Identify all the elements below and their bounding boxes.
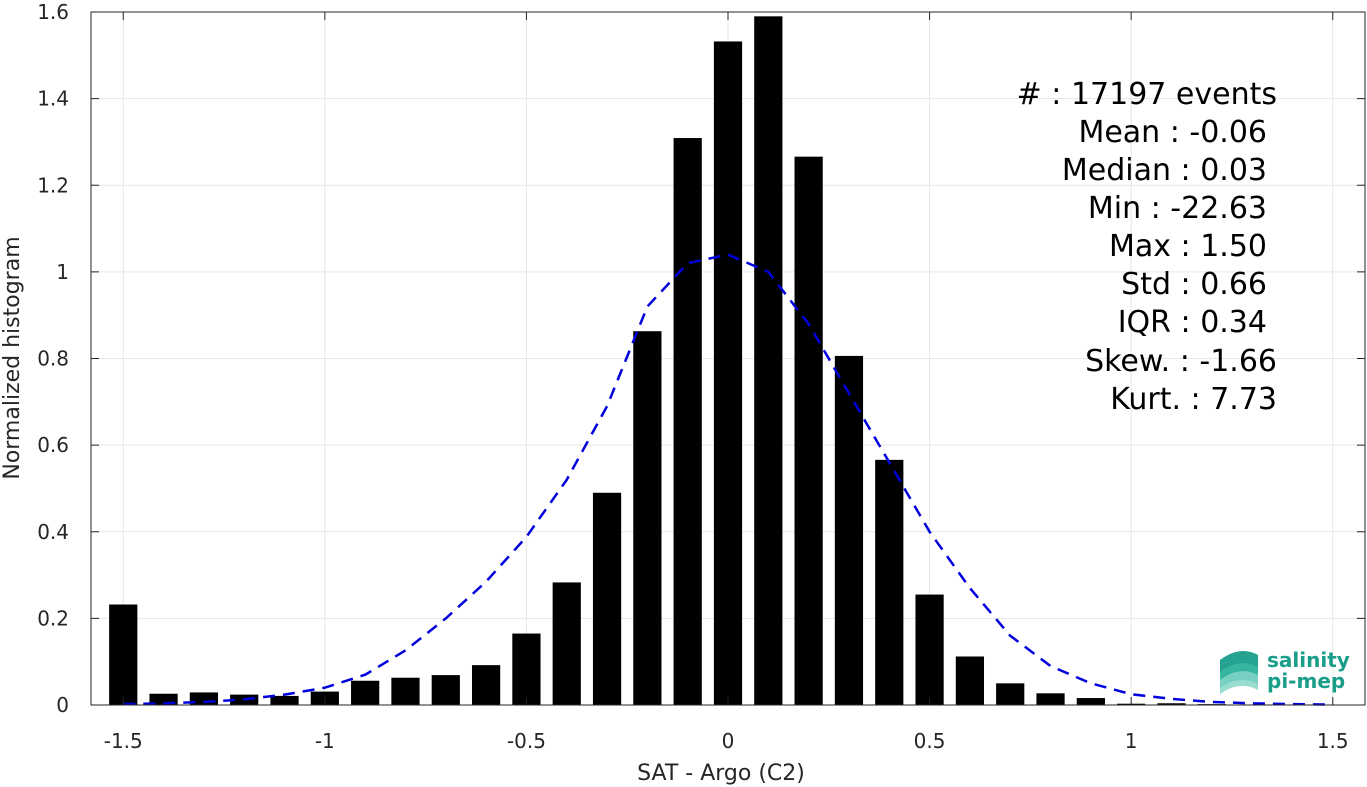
histogram-bar bbox=[834, 355, 864, 705]
stat-mean: Mean : -0.06 bbox=[1078, 115, 1267, 150]
histogram-bar bbox=[431, 675, 460, 705]
histogram-bar bbox=[955, 656, 985, 705]
histogram-bar bbox=[109, 604, 138, 705]
stats-block: # : 17197 events Mean : -0.06 Median : 0… bbox=[1017, 77, 1277, 417]
x-tick-label: 0 bbox=[722, 729, 735, 753]
y-tick-label: 1.6 bbox=[37, 0, 69, 24]
y-axis-label: Normalized histogram bbox=[0, 236, 25, 479]
histogram-bar bbox=[512, 633, 541, 705]
x-tick-label: 1 bbox=[1125, 729, 1138, 753]
x-tick-label: -0.5 bbox=[507, 729, 546, 753]
axis-ticks bbox=[91, 11, 1365, 706]
logo-text-salinity: salinity bbox=[1267, 648, 1350, 672]
stat-skew: Skew. : -1.66 bbox=[1085, 344, 1277, 379]
histogram-bar bbox=[149, 693, 178, 705]
histogram-bar bbox=[754, 16, 783, 706]
stat-iqr: IQR : 0.34 bbox=[1118, 305, 1267, 340]
stat-min: Min : -22.63 bbox=[1088, 191, 1267, 226]
histogram-bars bbox=[109, 16, 1267, 706]
histogram-bar bbox=[1076, 698, 1105, 705]
stat-events: # : 17197 events bbox=[1017, 77, 1277, 112]
stat-kurt: Kurt. : 7.73 bbox=[1110, 382, 1277, 417]
x-tick-label: -1 bbox=[315, 729, 335, 753]
histogram-bar bbox=[673, 138, 702, 705]
histogram-bar bbox=[1157, 703, 1186, 705]
x-tick-label: 1.5 bbox=[1317, 729, 1349, 753]
x-tick-labels: -1.5 -1 -0.5 0 0.5 1 1.5 bbox=[104, 729, 1349, 753]
histogram-bar bbox=[471, 665, 501, 705]
histogram-bar bbox=[794, 156, 823, 705]
histogram-bar bbox=[713, 41, 743, 705]
stat-max: Max : 1.50 bbox=[1109, 229, 1267, 264]
histogram-bar bbox=[552, 582, 581, 705]
histogram-bar bbox=[391, 677, 420, 705]
histogram-bar bbox=[633, 331, 662, 705]
y-tick-label: 0.2 bbox=[37, 606, 69, 630]
y-tick-labels: 0 0.2 0.4 0.6 0.8 1 1.2 1.4 1.6 bbox=[37, 0, 69, 717]
histogram-bar bbox=[1036, 693, 1065, 705]
histogram-bar bbox=[351, 680, 380, 705]
x-tick-label: 0.5 bbox=[914, 729, 946, 753]
y-tick-label: 1.2 bbox=[37, 173, 69, 197]
gaussian-fit-curve bbox=[123, 253, 1333, 706]
stat-median: Median : 0.03 bbox=[1062, 153, 1267, 188]
x-axis-label: SAT - Argo (C2) bbox=[637, 761, 805, 786]
stat-std: Std : 0.66 bbox=[1121, 267, 1267, 302]
y-tick-label: 0.6 bbox=[37, 433, 69, 457]
fit-curve-group bbox=[123, 253, 1333, 706]
y-tick-label: 1.4 bbox=[37, 87, 69, 111]
logo-wave-icon bbox=[1220, 651, 1258, 694]
histogram-bar bbox=[875, 459, 904, 705]
salinity-pi-mep-logo: salinity pi-mep bbox=[1220, 648, 1350, 694]
histogram-bar bbox=[592, 492, 622, 705]
histogram-bar bbox=[915, 594, 944, 705]
y-tick-label: 0 bbox=[56, 693, 69, 717]
x-tick-label: -1.5 bbox=[104, 729, 143, 753]
y-tick-label: 0.8 bbox=[37, 347, 69, 371]
y-tick-label: 1 bbox=[56, 260, 69, 284]
y-tick-label: 0.4 bbox=[37, 520, 69, 544]
histogram-bar bbox=[996, 683, 1025, 705]
histogram-bar bbox=[270, 695, 299, 705]
logo-text-pimep: pi-mep bbox=[1267, 669, 1345, 693]
